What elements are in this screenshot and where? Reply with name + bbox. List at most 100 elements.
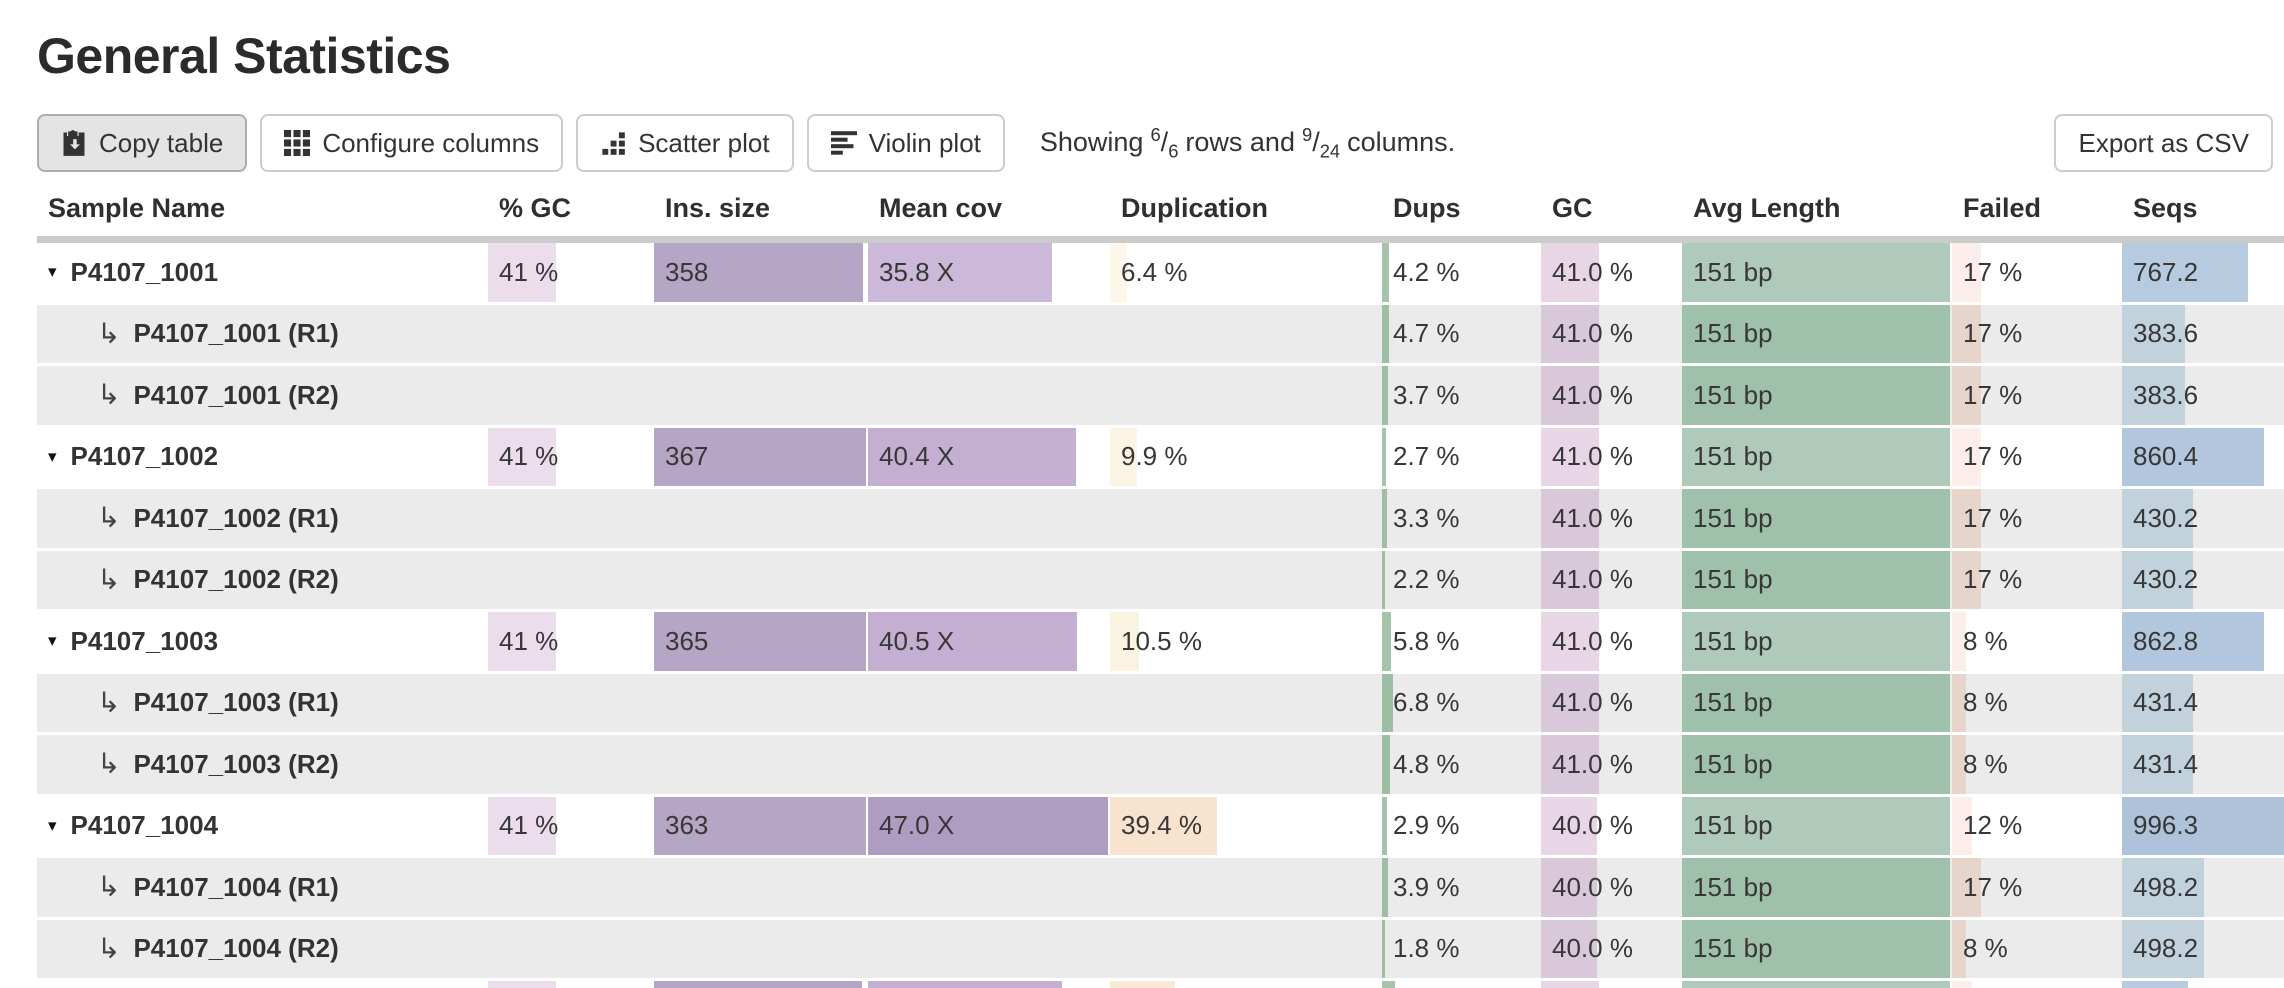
scatter-plot-label: Scatter plot [638,127,770,158]
value-bar [1541,427,1599,486]
value-bar [1110,243,1128,302]
sample-name-label: P4107_1001 [70,256,219,287]
cell-cov [866,305,1108,364]
cell-failed: 17 % [1950,550,2120,609]
value-bar [1541,796,1598,855]
cell-cov: 47.0 X [866,796,1108,855]
cell-value: 40.0 % [1552,871,1633,902]
cell-failed: 17 % [1950,489,2120,548]
collapse-triangle-icon[interactable]: ▾ [48,815,57,835]
subrow-arrow-icon: ↳ [97,748,121,780]
cell-failed: 17 % [1950,243,2120,302]
cell-sample-name[interactable]: ▾ P4107_1002 [37,428,486,487]
column-header-gc[interactable]: GC [1552,193,1593,223]
value-bar [2122,981,2188,988]
cell-dups: 3.7 % [1380,366,1539,425]
cell-gc: 41.0 % [1539,673,1680,732]
collapse-triangle-icon[interactable]: ▾ [48,262,57,282]
value-bar [1682,612,1950,671]
cell-pct_gc [486,305,652,364]
cell-value: 6.8 % [1393,687,1460,718]
violin-plot-button[interactable]: Violin plot [806,114,1005,172]
column-header-avg[interactable]: Avg Length [1693,193,1841,223]
cell-value: 12 % [1963,810,2023,841]
cell-seqs: 498.2 [2120,919,2284,978]
cell-value: 498.2 [2133,933,2199,964]
cell-value: 41 % [499,625,559,656]
cell-value: 4.2 % [1393,256,1460,287]
cell-value: 151 bp [1693,748,1773,779]
cell-avg: 151 bp [1680,796,1950,855]
cell-avg: 151 bp [1680,243,1950,302]
export-csv-button[interactable]: Export as CSV [2054,114,2273,172]
cell-dups: 1.8 % [1380,919,1539,978]
cell-dups: 4.7 % [1380,304,1539,363]
value-bar [1952,366,1981,425]
value-bar [1541,981,1599,988]
cell-value: 17 % [1963,379,2023,410]
cell-value: 1.8 % [1393,933,1460,964]
page-title: General Statistics [37,28,451,84]
cell-pct_gc [486,366,652,425]
column-header-pct_gc[interactable]: % GC [499,193,572,223]
cell-pct_gc: 41 % [486,243,652,302]
collapse-triangle-icon[interactable]: ▾ [48,631,57,651]
column-header-ins[interactable]: Ins. size [665,193,771,223]
cell-value: 151 bp [1693,625,1773,656]
cell-cov: 40.5 X [866,612,1108,671]
table-row: ↳ P4107_1004 (R2) 1.8 % 40.0 % 151 bp 8 % 498.… [37,916,2284,978]
cell-value: 498.2 [2133,871,2199,902]
cell-dup [1108,858,1380,917]
value-bar [1952,735,1966,794]
sample-name-label: P4107_1004 (R1) [133,871,339,902]
column-header-name[interactable]: Sample Name [48,193,226,223]
cell-pct_gc: 41 % [486,612,652,671]
value-bar [868,243,1053,302]
column-header-failed[interactable]: Failed [1963,193,2042,223]
value-bar [1541,919,1598,978]
value-bar [2122,550,2193,609]
table-row: ↳ P4107_1004 (R1) 3.9 % 40.0 % 151 bp 17 % 498… [37,855,2284,917]
value-bar [1541,858,1598,917]
cell-failed: 17 % [1950,366,2120,425]
header-divider [37,236,2284,243]
configure-columns-button[interactable]: Configure columns [260,114,564,172]
cell-dups: 2.7 % [1380,427,1539,486]
cell-value: 4.8 % [1393,748,1460,779]
collapse-triangle-icon[interactable]: ▾ [48,446,57,466]
cell-pct_gc [486,858,652,917]
cell-failed: 12 % [1950,796,2120,855]
cell-cov [866,674,1108,733]
column-header-seqs[interactable]: Seqs [2133,193,2198,223]
value-bar [1682,489,1950,548]
table-row [37,978,2284,988]
cell-sample-name[interactable]: ▾ P4107_1001 [37,243,486,302]
cell-value: 151 bp [1693,379,1773,410]
cell-seqs: 996.3 [2120,796,2284,855]
column-header-dups[interactable]: Dups [1393,193,1461,223]
cell-sample-name[interactable]: ▾ P4107_1003 [37,612,486,671]
cell-avg: 151 bp [1680,673,1950,732]
cell-value: 17 % [1963,871,2023,902]
column-header-dup[interactable]: Duplication [1121,193,1268,223]
value-bar [1382,304,1390,363]
cell-gc: 40.0 % [1539,858,1680,917]
cell-ins: 365 [652,612,866,671]
value-bar [488,427,557,486]
cell-sample-name[interactable]: ▾ P4107_1004 [37,797,486,856]
column-header-cov[interactable]: Mean cov [879,193,1003,223]
cell-avg: 151 bp [1680,489,1950,548]
value-bar [1952,673,1966,732]
cell-value: 363 [665,810,709,841]
cell-value: 430.2 [2133,502,2199,533]
value-bar [1541,366,1599,425]
table-row: ▾ P4107_1003 41 % 365 40.5 X 10.5 % 5.8 % 41.0 … [37,609,2284,671]
cell-failed: 8 % [1950,612,2120,671]
cell-sample-name: ↳ P4107_1002 (R1) [37,489,486,548]
table-row: ▾ P4107_1004 41 % 363 47.0 X 39.4 % 2.9 % 40.0 … [37,793,2284,856]
copy-table-button[interactable]: Copy table [37,114,248,172]
cell-dups: 3.3 % [1380,489,1539,548]
value-bar [1110,796,1218,855]
scatter-plot-button[interactable]: Scatter plot [576,114,794,172]
value-bar [1682,366,1950,425]
